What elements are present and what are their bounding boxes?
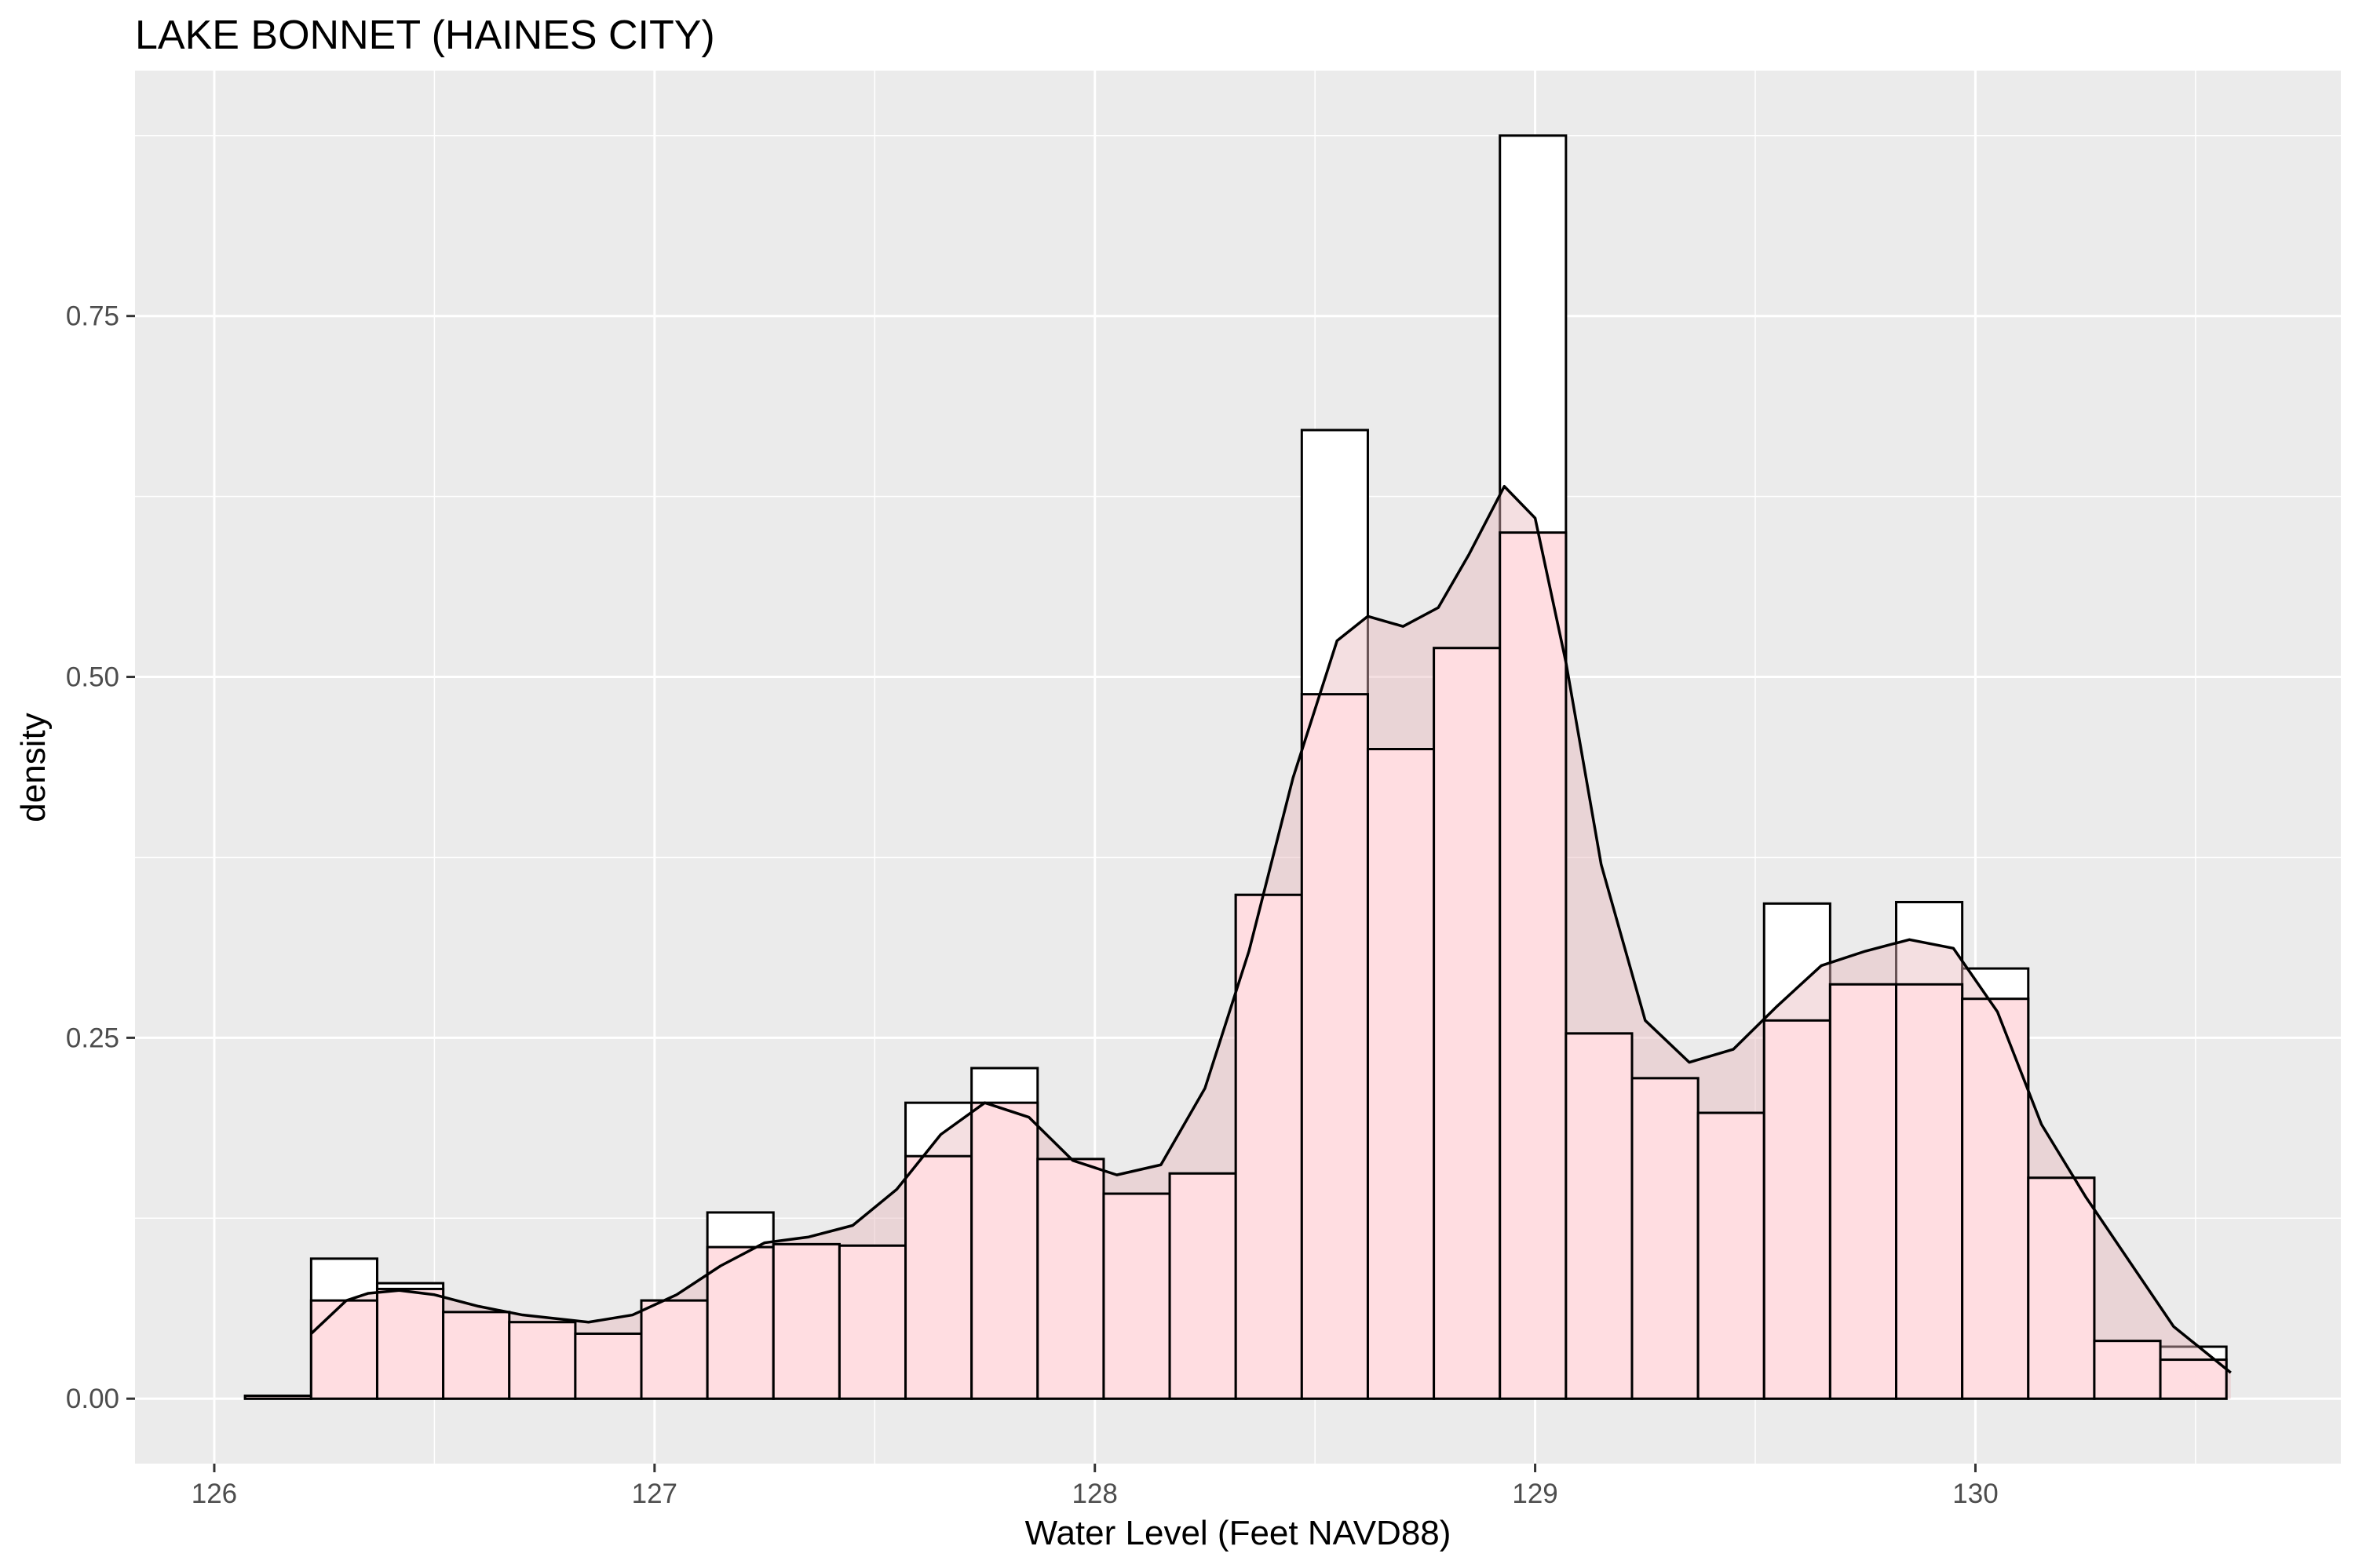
overlay-histogram-bar xyxy=(970,1101,1039,1400)
overlay-histogram-bar xyxy=(1895,983,1964,1400)
overlay-histogram-bar xyxy=(1102,1192,1171,1400)
overlay-histogram-bar xyxy=(838,1244,907,1400)
x-tick-label: 129 xyxy=(1512,1479,1557,1509)
y-axis-title: density xyxy=(14,713,53,822)
overlay-histogram-bars xyxy=(243,531,2228,1400)
overlay-histogram-bar xyxy=(2159,1358,2228,1400)
y-tick-label: 0.75 xyxy=(66,301,119,332)
x-tick-label: 126 xyxy=(192,1479,237,1509)
overlay-histogram-bar xyxy=(1036,1158,1105,1400)
overlay-histogram-bar xyxy=(1433,647,1502,1400)
y-tick-label: 0.50 xyxy=(66,662,119,693)
overlay-histogram-bar xyxy=(1565,1032,1634,1400)
chart-title: LAKE BONNET (HAINES CITY) xyxy=(135,13,715,58)
overlay-histogram-bar xyxy=(309,1299,378,1400)
overlay-histogram-bar xyxy=(1168,1172,1237,1400)
y-tick-label: 0.00 xyxy=(66,1384,119,1414)
overlay-histogram-bar xyxy=(2093,1340,2162,1400)
x-axis: 126 127 128 129 130 xyxy=(192,1464,1999,1509)
x-axis-title: Water Level (Feet NAVD88) xyxy=(1025,1514,1451,1552)
overlay-histogram-bar xyxy=(508,1321,577,1400)
overlay-histogram-bar xyxy=(904,1154,973,1400)
x-tick-label: 128 xyxy=(1072,1479,1118,1509)
y-axis: 0.00 0.25 0.50 0.75 xyxy=(66,301,135,1414)
overlay-histogram-bar xyxy=(1762,1019,1831,1400)
overlay-histogram-bar xyxy=(2027,1176,2096,1400)
overlay-histogram-bar xyxy=(442,1311,511,1400)
overlay-histogram-bar xyxy=(1300,693,1369,1400)
density-curve-line xyxy=(310,484,2232,1374)
overlay-histogram-bar xyxy=(1234,893,1303,1400)
overlay-histogram-bar xyxy=(1696,1111,1765,1400)
y-tick-label: 0.25 xyxy=(66,1023,119,1053)
overlay-histogram-bar xyxy=(375,1287,445,1400)
overlay-histogram-bar xyxy=(1828,983,1898,1400)
overlay-histogram-bar xyxy=(1961,997,2030,1400)
overlay-histogram-bar xyxy=(706,1245,775,1400)
overlay-histogram-bar xyxy=(772,1242,841,1400)
overlay-histogram-bar xyxy=(1366,748,1436,1400)
overlay-histogram-bar xyxy=(1630,1077,1700,1400)
density-curve xyxy=(310,484,2232,1374)
overlay-histogram-bar xyxy=(1499,531,1568,1400)
overlay-histogram-bar xyxy=(243,1395,312,1400)
overlay-histogram-bar xyxy=(640,1299,709,1400)
x-tick-label: 127 xyxy=(632,1479,677,1509)
x-tick-label: 130 xyxy=(1952,1479,1998,1509)
overlay-histogram-bar xyxy=(574,1332,643,1400)
